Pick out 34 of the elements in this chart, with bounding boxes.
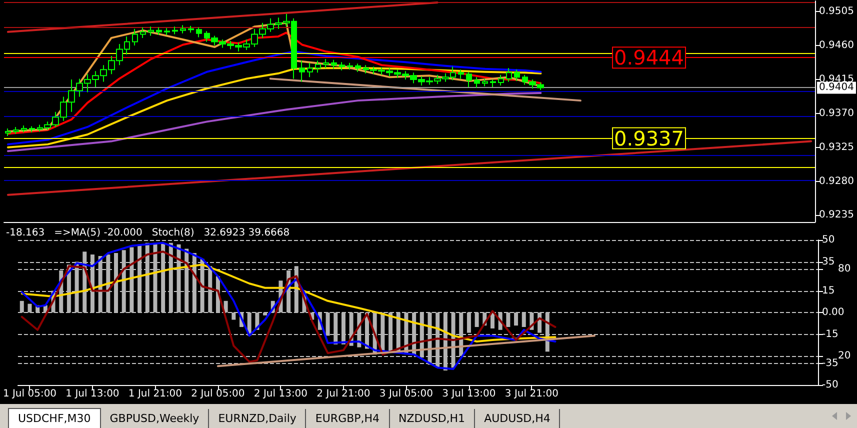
text: -18.163 =>MA(5) -20.000 Stoch(8) 32.6923 39.6668 [6, 228, 290, 238]
ref-line-label: 0.9404 [819, 82, 854, 94]
y-tick-label: 0.00 [822, 307, 844, 318]
y-tick-label: -15 [822, 328, 838, 340]
y-tick-label: 0.9235 [819, 210, 854, 221]
y-tick-label: 0.9505 [819, 6, 854, 18]
y-tick-label: -35 [822, 358, 838, 369]
text: EURNZD,Daily [209, 409, 306, 428]
y-tick-label: 0.9370 [819, 108, 854, 119]
y-tick-label: 15 [822, 285, 835, 296]
y-tick-label: 35 [822, 256, 835, 268]
x-tick-label: 1 Jul 05:00 [2, 388, 57, 400]
text: NZDUSD,H1 [390, 409, 476, 428]
y-tick-label: 50 [822, 234, 835, 246]
text: GBPUSD,Weekly [100, 409, 210, 428]
y-tick-label: 0.9325 [819, 142, 854, 153]
x-tick-label: 2 Jul 21:00 [316, 388, 370, 400]
ref-line-label: 0.9337 [614, 126, 684, 150]
text: EURGBP,H4 [306, 409, 390, 428]
y2-tick-label: 20 [838, 350, 851, 362]
x-tick-label: 3 Jul 05:00 [379, 388, 434, 400]
text: USDCHF,M30 [8, 408, 101, 428]
x-tick-label: 2 Jul 13:00 [254, 388, 308, 400]
x-tick-label: 3 Jul 21:00 [504, 388, 559, 400]
y-tick-label: 0.9280 [819, 176, 854, 187]
x-tick-label: 1 Jul 13:00 [66, 388, 120, 400]
ref-line-label: 0.9444 [614, 46, 684, 70]
text: AUDUSD,H4 [475, 409, 560, 428]
x-tick-label: 2 Jul 05:00 [191, 388, 245, 400]
x-tick-label: 1 Jul 21:00 [128, 388, 182, 400]
y2-tick-label: 80 [838, 264, 851, 274]
x-tick-label: 3 Jul 13:00 [442, 388, 496, 400]
y-tick-label: -50 [822, 380, 838, 390]
y-tick-label: 0.9460 [819, 40, 854, 51]
